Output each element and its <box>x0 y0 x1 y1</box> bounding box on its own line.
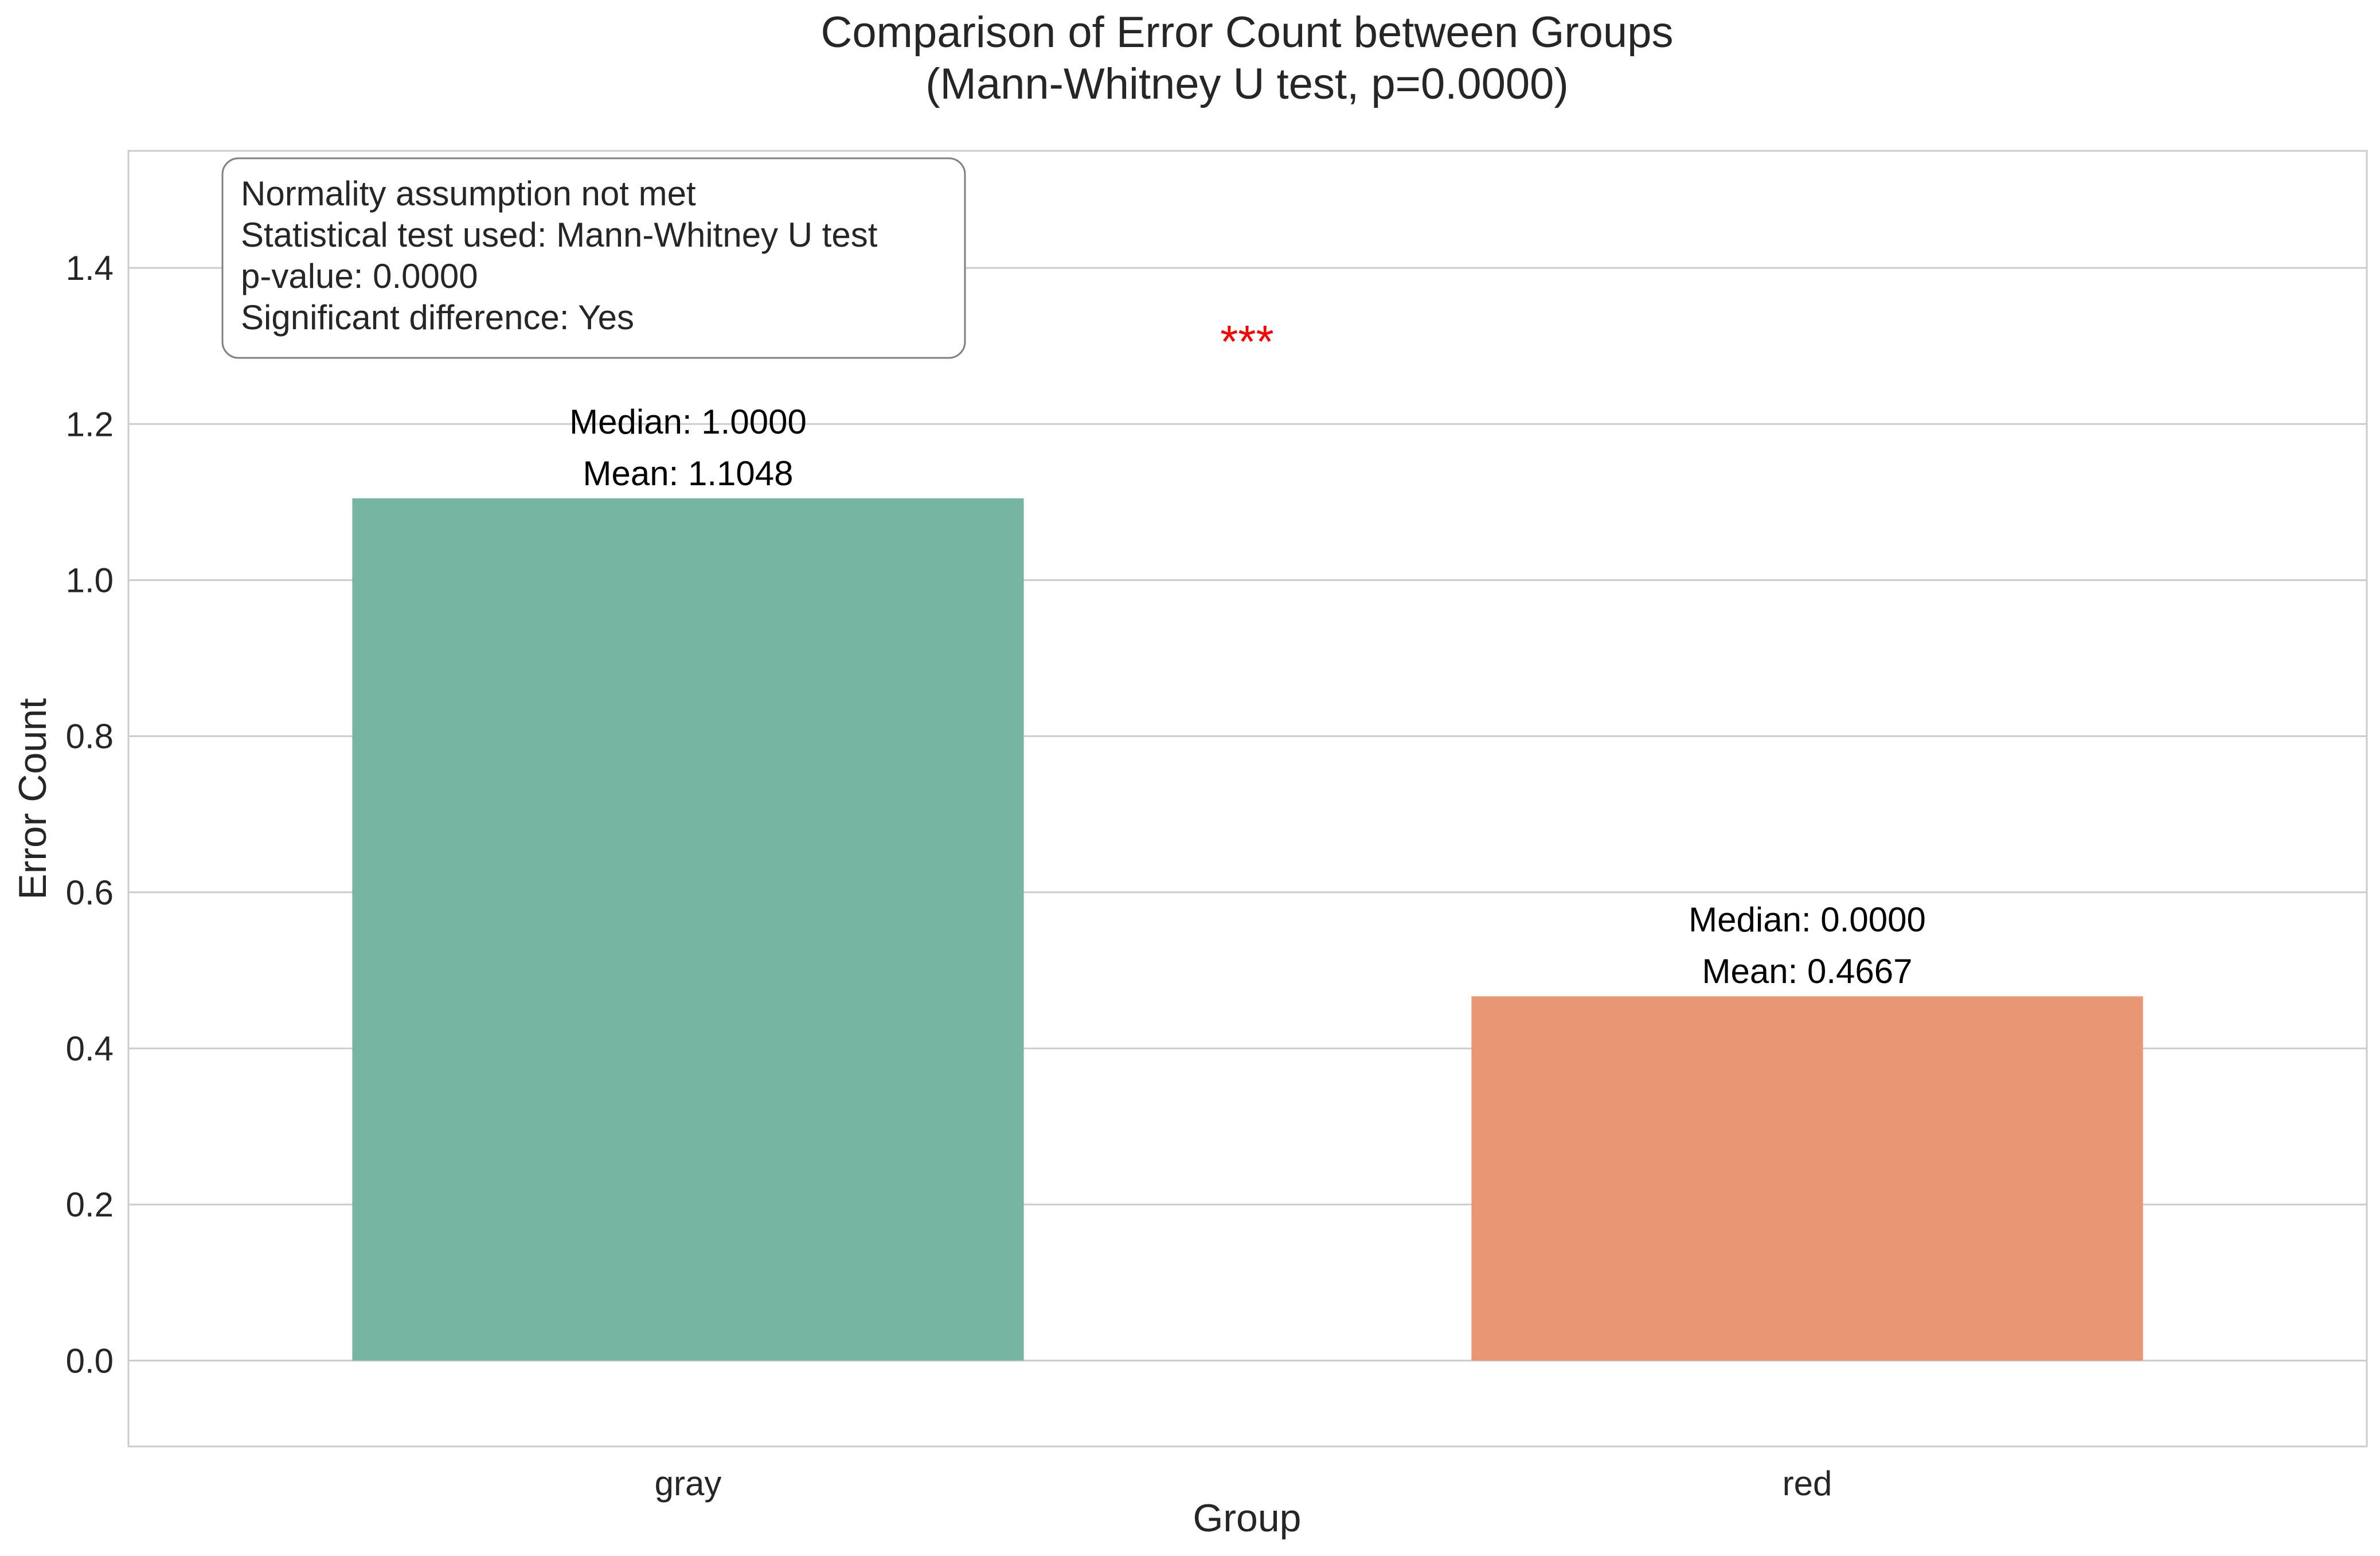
y-tick-label: 0.6 <box>66 873 114 912</box>
annotation-line: Statistical test used: Mann-Whitney U te… <box>241 216 878 254</box>
x-tick-labels: gray red <box>655 1464 1832 1503</box>
bar-labels: Median: 1.0000 Mean: 1.1048 Median: 0.0000… <box>569 403 1926 990</box>
y-tick-label: 0.4 <box>66 1029 114 1068</box>
y-axis-label: Error Count <box>11 698 54 900</box>
chart-title: Comparison of Error Count between Groups <box>821 8 1674 57</box>
annotation-line: Significant difference: Yes <box>241 298 634 337</box>
y-tick-label: 0.0 <box>66 1341 114 1380</box>
bar-median-label: Median: 0.0000 <box>1689 900 1926 939</box>
bar-median-label: Median: 1.0000 <box>569 403 807 441</box>
chart-subtitle: (Mann-Whitney U test, p=0.0000) <box>925 60 1569 108</box>
significance-marker: *** <box>1220 316 1273 367</box>
y-tick-label: 1.0 <box>66 561 114 599</box>
y-tick-label: 0.8 <box>66 717 114 756</box>
annotation-box: Normality assumption not met Statistical… <box>221 157 966 359</box>
x-tick-label: red <box>1783 1464 1832 1503</box>
x-tick-label: gray <box>655 1464 722 1503</box>
bar-mean-label: Mean: 1.1048 <box>583 454 794 493</box>
bar-gray <box>352 498 1024 1361</box>
bars <box>352 498 2143 1361</box>
y-tick-labels: 0.0 0.2 0.4 0.6 0.8 1.0 1.2 1.4 <box>66 249 114 1380</box>
bar-red <box>1471 996 2143 1361</box>
annotation-line: p-value: 0.0000 <box>241 257 478 295</box>
x-axis-label: Group <box>1193 1496 1302 1540</box>
annotation-line: Normality assumption not met <box>241 174 696 213</box>
y-tick-label: 1.2 <box>66 405 114 443</box>
y-tick-label: 0.2 <box>66 1185 114 1224</box>
y-tick-label: 1.4 <box>66 249 114 287</box>
bar-mean-label: Mean: 0.4667 <box>1702 952 1913 990</box>
annotation-box-frame <box>221 157 966 359</box>
plot-frame <box>127 150 2368 1448</box>
